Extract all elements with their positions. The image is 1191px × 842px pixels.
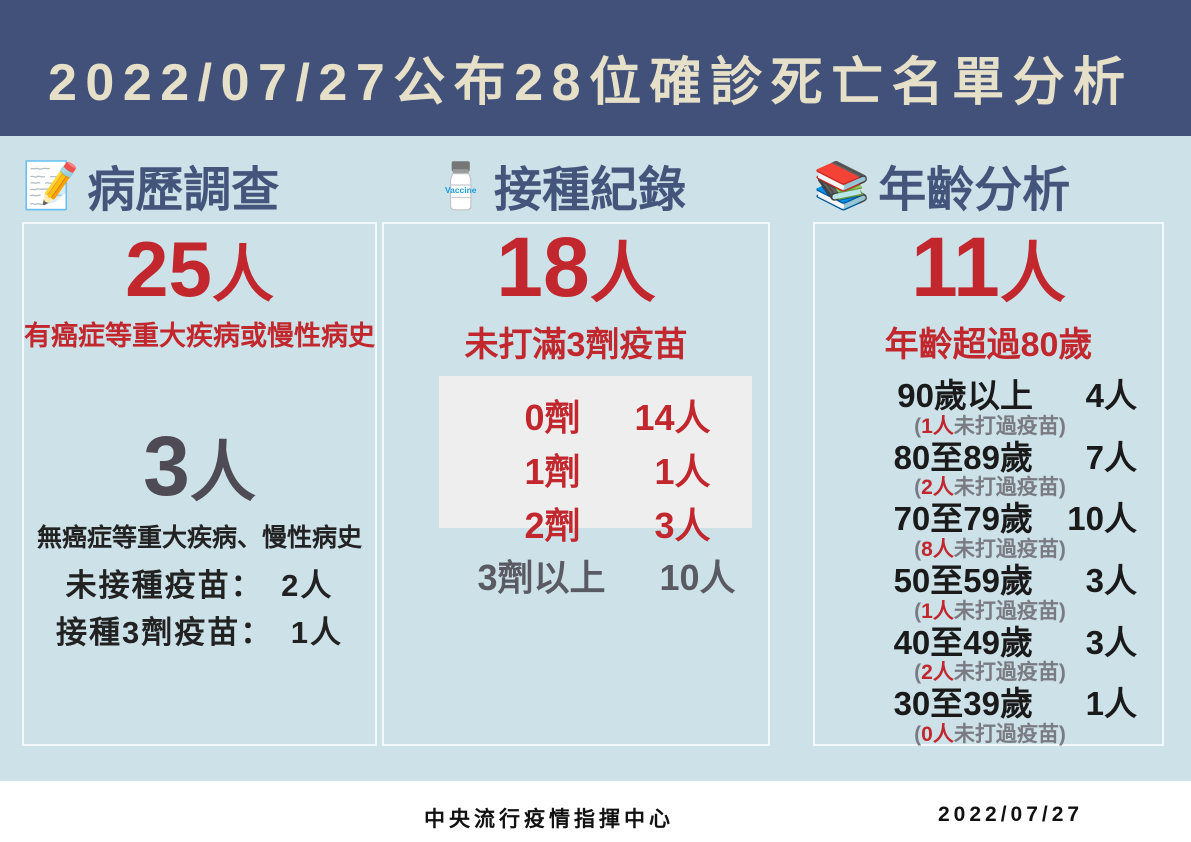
svg-text:Vaccine: Vaccine	[445, 185, 477, 195]
